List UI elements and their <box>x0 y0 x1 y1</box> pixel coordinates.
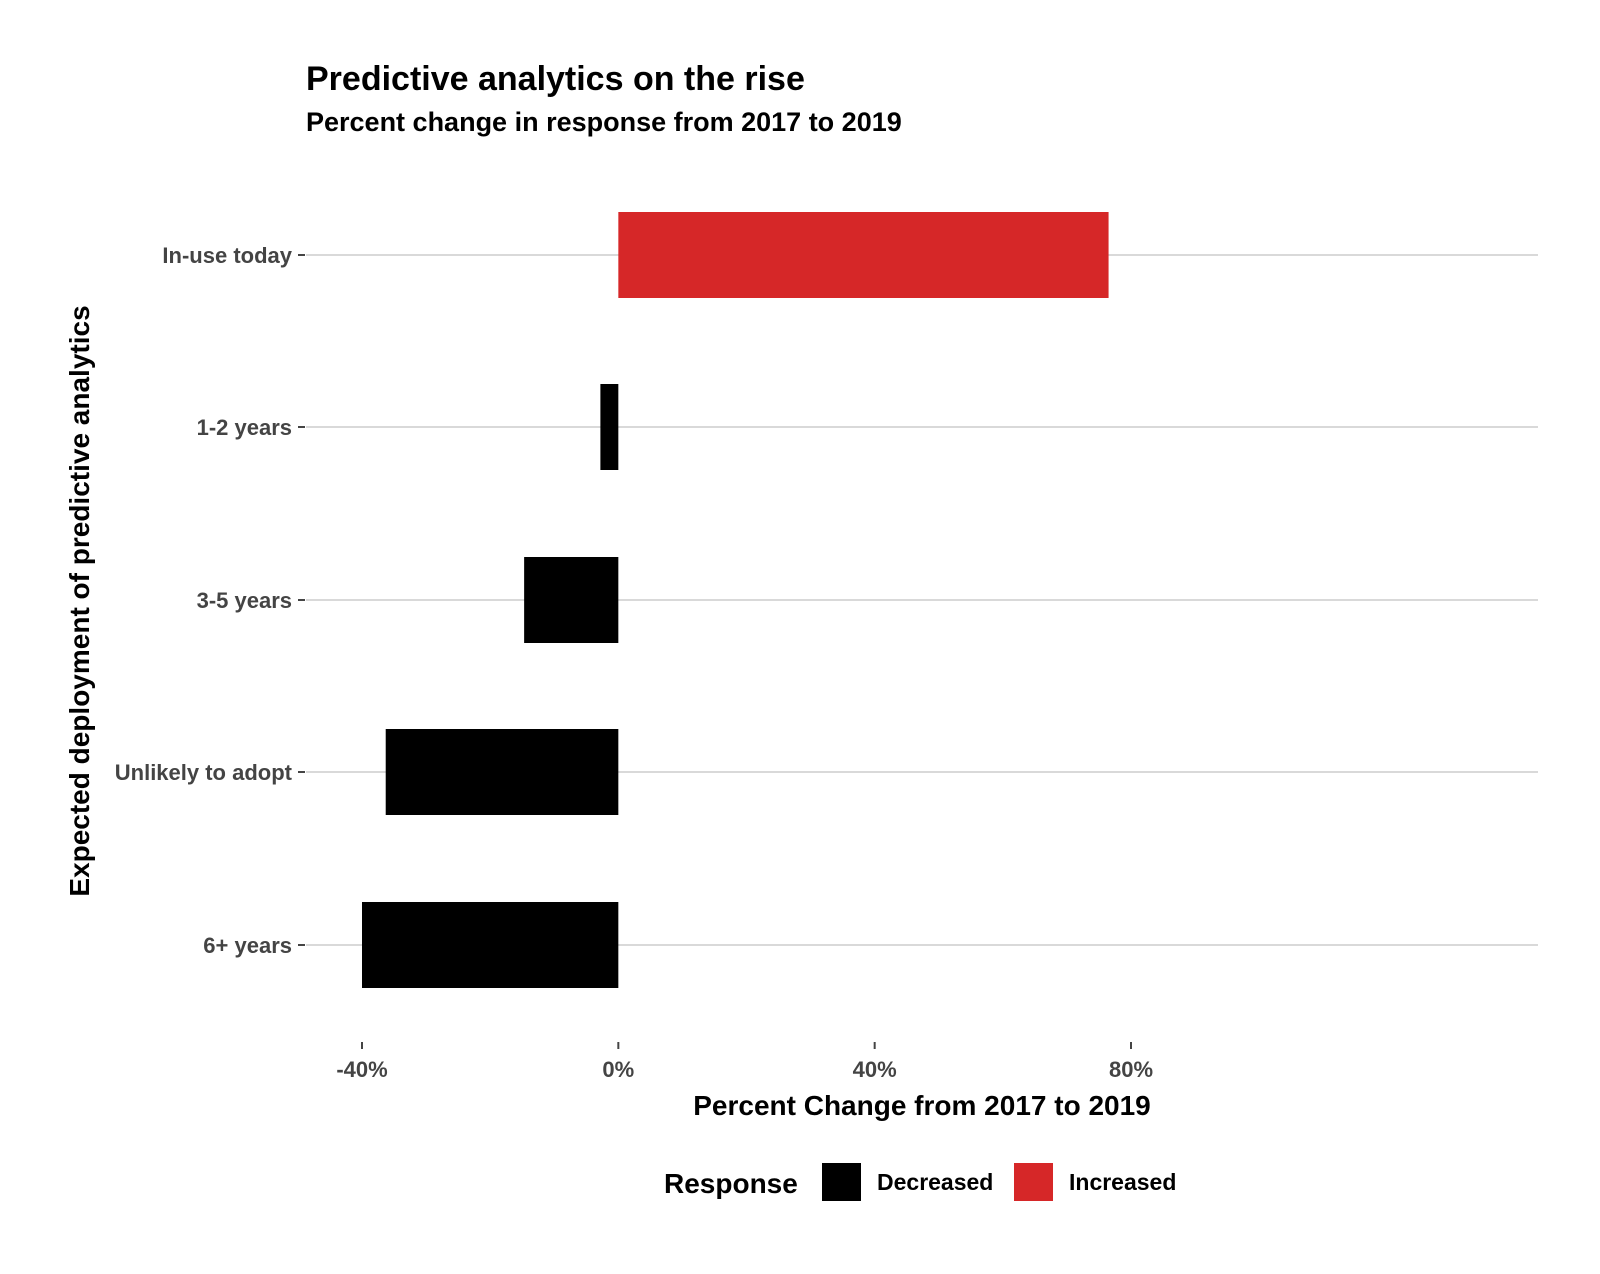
gridlines <box>306 254 1538 946</box>
bars <box>362 212 1109 988</box>
x-tick-label: 40% <box>853 1057 897 1082</box>
bar-in-use-today <box>618 212 1109 298</box>
chart-title: Predictive analytics on the rise <box>306 60 805 98</box>
legend-title: Response <box>664 1168 798 1199</box>
x-tick-label: 0% <box>602 1057 634 1082</box>
x-tick-label: -40% <box>336 1057 387 1082</box>
y-tick-label: In-use today <box>162 243 292 268</box>
y-tick-label: 3-5 years <box>197 588 292 613</box>
chart-subtitle: Percent change in response from 2017 to … <box>306 107 902 137</box>
x-axis-title: Percent Change from 2017 to 2019 <box>693 1090 1151 1121</box>
bar-3-5-years <box>524 557 619 643</box>
y-tick-label: Unlikely to adopt <box>115 760 293 785</box>
y-tick-label: 1-2 years <box>197 415 292 440</box>
x-tick-label: 80% <box>1109 1057 1153 1082</box>
bar-1-2-years <box>600 384 619 470</box>
legend-label-increased: Increased <box>1069 1169 1176 1195</box>
legend-swatch-increased <box>1014 1163 1053 1201</box>
legend: Response Decreased Increased <box>664 1163 1176 1201</box>
x-axis-ticks: -40% 0% 40% 80% <box>336 1042 1153 1082</box>
y-axis-ticks: In-use today 1-2 years 3-5 years Unlikely t… <box>115 243 305 958</box>
bar-unlikely-to-adopt <box>385 729 619 815</box>
bar-6-years <box>362 902 619 988</box>
legend-label-decreased: Decreased <box>877 1169 993 1195</box>
y-tick-label: 6+ years <box>203 933 292 958</box>
y-axis-title: Expected deployment of predictive analyt… <box>64 305 95 896</box>
legend-swatch-decreased <box>822 1163 861 1201</box>
